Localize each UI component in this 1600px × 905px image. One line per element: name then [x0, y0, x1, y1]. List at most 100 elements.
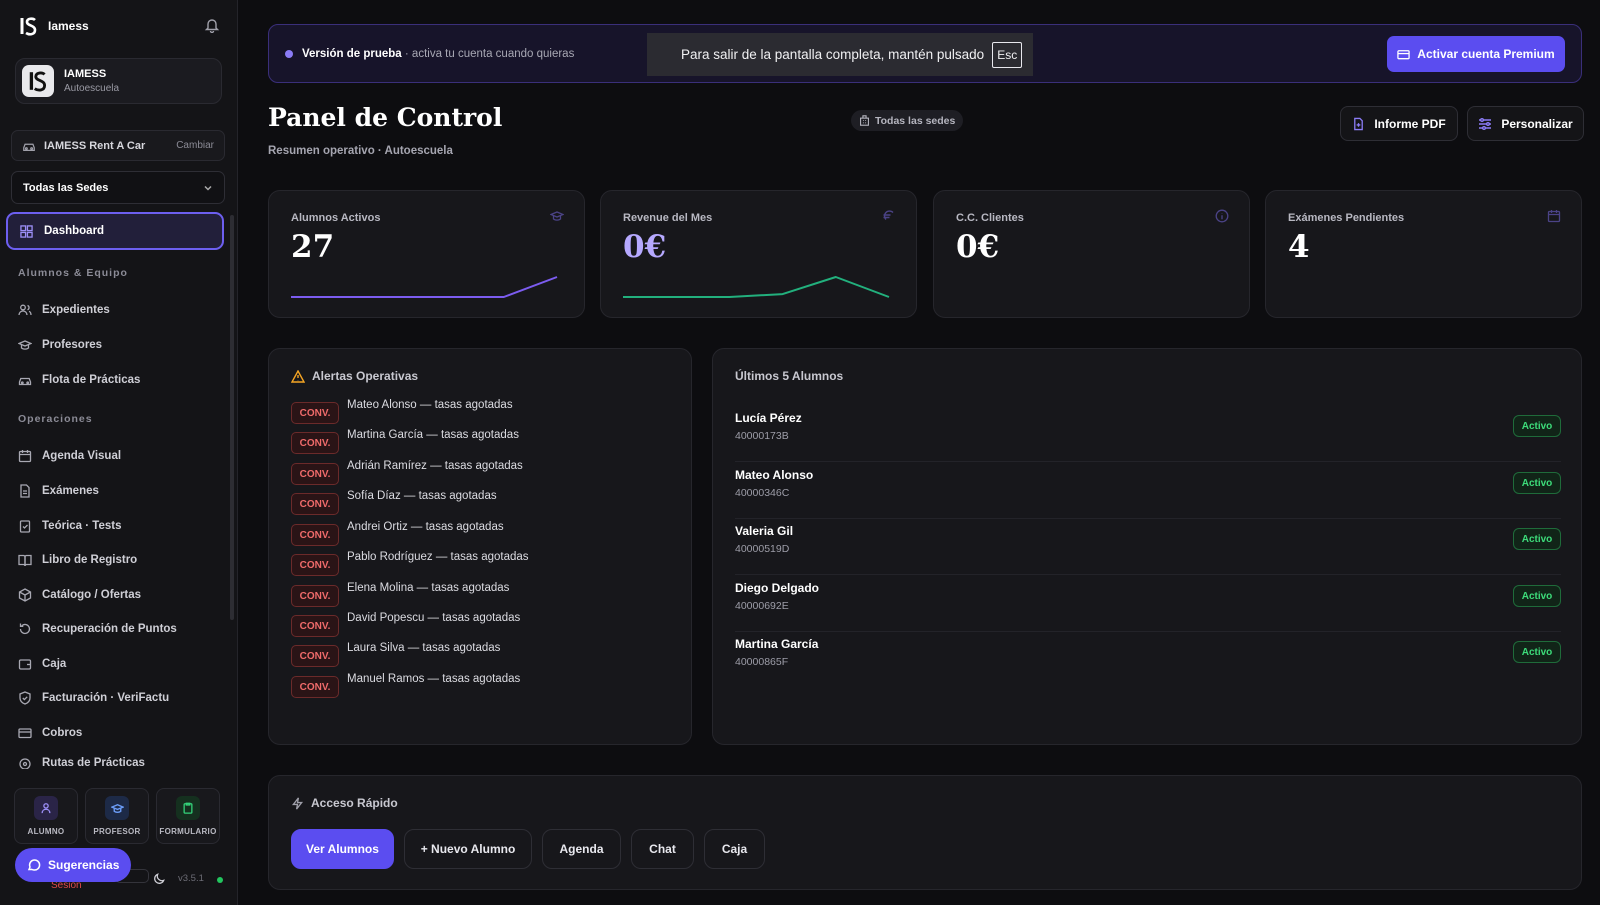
sidebar-item-label: Catálogo / Ofertas: [42, 589, 142, 601]
sidebar-scrollbar[interactable]: [230, 215, 234, 620]
sidebar-item-rutas[interactable]: Rutas de Prácticas: [18, 757, 145, 769]
sidebar-item-expedientes[interactable]: Expedientes: [18, 300, 110, 320]
sidebar: Iamess IAMESS Autoescuela IAMESS Rent A …: [0, 0, 238, 905]
conv-badge: CONV.: [291, 585, 339, 607]
sidebar-item-label: Exámenes: [42, 485, 99, 497]
quick-tile-profesor[interactable]: PROFESOR: [85, 788, 149, 844]
esc-key: Esc: [992, 41, 1023, 68]
moon-icon[interactable]: [153, 872, 166, 885]
fullscreen-notice: Para salir de la pantalla completa, mant…: [647, 33, 1033, 76]
kpi-card-clientes[interactable]: C.C. Clientes 0€: [933, 190, 1250, 318]
alert-item[interactable]: CONV. David Popescu — tasas agotadas: [291, 612, 521, 637]
alerts-title: Alertas Operativas: [312, 369, 419, 383]
alert-item[interactable]: CONV. Andrei Ortiz — tasas agotadas: [291, 521, 504, 546]
student-id: 40000865F: [735, 656, 789, 668]
sidebar-item-label: Recuperación de Puntos: [42, 623, 177, 635]
sidebar-item-cobros[interactable]: Cobros: [18, 723, 82, 743]
alert-text: David Popescu — tasas agotadas: [347, 612, 521, 624]
sidebar-quick-tiles: ALUMNO PROFESOR FORMULARIO: [14, 788, 224, 844]
kpi-card-alumnos[interactable]: Alumnos Activos 27: [268, 190, 585, 318]
alert-item[interactable]: CONV. Laura Silva — tasas agotadas: [291, 642, 501, 667]
file-icon: [20, 484, 30, 498]
kpi-card-revenue[interactable]: Revenue del Mes 0€: [600, 190, 917, 318]
profile-name: IAMESS: [64, 68, 107, 80]
student-row[interactable]: Mateo Alonso 40000346C Activo: [735, 462, 1561, 519]
company-switcher[interactable]: IAMESS Rent A Car Cambiar: [11, 130, 225, 161]
student-id: 40000173B: [735, 430, 789, 442]
status-badge: Activo: [1513, 641, 1561, 663]
status-dot: [217, 877, 223, 883]
alert-item[interactable]: CONV. Adrián Ramírez — tasas agotadas: [291, 460, 523, 485]
quick-access-panel: Acceso Rápido Ver Alumnos + Nuevo Alumno…: [268, 775, 1582, 890]
change-company-link[interactable]: Cambiar: [176, 140, 214, 151]
student-row[interactable]: Valeria Gil 40000519D Activo: [735, 518, 1561, 575]
conv-badge: CONV.: [291, 554, 339, 576]
alert-item[interactable]: CONV. Martina García — tasas agotadas: [291, 429, 519, 454]
pdf-report-button[interactable]: Informe PDF: [1340, 106, 1458, 141]
student-name: Lucía Pérez: [735, 411, 802, 425]
alert-item[interactable]: CONV. Mateo Alonso — tasas agotadas: [291, 399, 513, 424]
status-badge: Activo: [1513, 528, 1561, 550]
kpi-value: 4: [1288, 229, 1310, 265]
agenda-button[interactable]: Agenda: [542, 829, 621, 869]
student-row[interactable]: Lucía Pérez 40000173B Activo: [735, 405, 1561, 462]
customize-button[interactable]: Personalizar: [1467, 106, 1584, 141]
students-title: Últimos 5 Alumnos: [735, 369, 844, 383]
alert-text: Martina García — tasas agotadas: [347, 429, 519, 441]
sidebar-item-agenda[interactable]: Agenda Visual: [18, 446, 121, 466]
sidebar-item-dashboard[interactable]: Dashboard: [6, 212, 224, 250]
student-row[interactable]: Diego Delgado 40000692E Activo: [735, 575, 1561, 632]
kpi-card-examenes[interactable]: Exámenes Pendientes 4: [1265, 190, 1582, 318]
alert-item[interactable]: CONV. Sofía Díaz — tasas agotadas: [291, 490, 497, 515]
bell-icon[interactable]: [204, 17, 220, 33]
users-icon: [18, 304, 32, 316]
logout-link[interactable]: Sesión: [51, 880, 82, 891]
view-students-button[interactable]: Ver Alumnos: [291, 829, 394, 869]
sidebar-item-flota[interactable]: Flota de Prácticas: [18, 370, 140, 390]
kpi-sparkline: [291, 276, 558, 298]
chat-button[interactable]: Chat: [631, 829, 694, 869]
caja-button[interactable]: Caja: [704, 829, 765, 869]
alert-text: Elena Molina — tasas agotadas: [347, 582, 510, 594]
main-content: Versión de prueba · activa tu cuenta cua…: [238, 0, 1600, 905]
profile-card[interactable]: IAMESS Autoescuela: [15, 58, 222, 104]
bolt-icon: [291, 797, 304, 809]
activate-premium-label: Activar cuenta Premium: [1417, 47, 1555, 61]
sedes-chip[interactable]: Todas las sedes: [851, 110, 964, 131]
sidebar-item-examenes[interactable]: Exámenes: [18, 481, 99, 501]
chat-bubble-icon: [27, 859, 41, 871]
kpi-value: 0€: [956, 229, 1000, 265]
sidebar-item-libro[interactable]: Libro de Registro: [18, 550, 137, 570]
sidebar-item-label: Teórica · Tests: [42, 520, 122, 532]
status-badge: Activo: [1513, 415, 1561, 437]
sidebar-item-profesores[interactable]: Profesores: [18, 335, 102, 355]
sidebar-item-teorica[interactable]: Teórica · Tests: [18, 516, 121, 536]
sidebar-item-caja[interactable]: Caja: [18, 654, 66, 674]
alert-text: Laura Silva — tasas agotadas: [347, 642, 501, 654]
sidebar-item-facturacion[interactable]: Facturación · VeriFactu: [18, 688, 169, 708]
sedes-chip-label: Todas las sedes: [875, 114, 956, 127]
status-badge: Activo: [1513, 472, 1561, 494]
quick-tile-formulario[interactable]: FORMULARIO: [156, 788, 220, 844]
sliders-icon: [1479, 117, 1492, 130]
sede-select[interactable]: Todas las Sedes: [11, 171, 225, 204]
activate-premium-button[interactable]: Activar cuenta Premium: [1387, 36, 1565, 72]
sidebar-item-recuperacion[interactable]: Recuperación de Puntos: [18, 619, 177, 639]
conv-badge: CONV.: [291, 432, 339, 454]
quick-tile-alumno[interactable]: ALUMNO: [14, 788, 78, 844]
package-icon: [18, 588, 32, 602]
company-name: IAMESS Rent A Car: [44, 139, 146, 152]
route-icon: [19, 758, 31, 769]
sidebar-item-catalogo[interactable]: Catálogo / Ofertas: [18, 585, 141, 605]
new-student-button[interactable]: + Nuevo Alumno: [404, 829, 532, 869]
avatar: [22, 65, 54, 97]
clipboard-icon: [176, 796, 200, 820]
alert-item[interactable]: CONV. Elena Molina — tasas agotadas: [291, 582, 510, 607]
brand-name: Iamess: [48, 19, 89, 33]
pdf-report-label: Informe PDF: [1374, 116, 1446, 131]
student-row[interactable]: Martina García 40000865F Activo: [735, 631, 1561, 688]
alert-text: Andrei Ortiz — tasas agotadas: [347, 521, 504, 533]
alert-item[interactable]: CONV. Manuel Ramos — tasas agotadas: [291, 673, 520, 698]
alert-item[interactable]: CONV. Pablo Rodríguez — tasas agotadas: [291, 551, 529, 576]
suggestions-button[interactable]: Sugerencias: [15, 848, 131, 882]
